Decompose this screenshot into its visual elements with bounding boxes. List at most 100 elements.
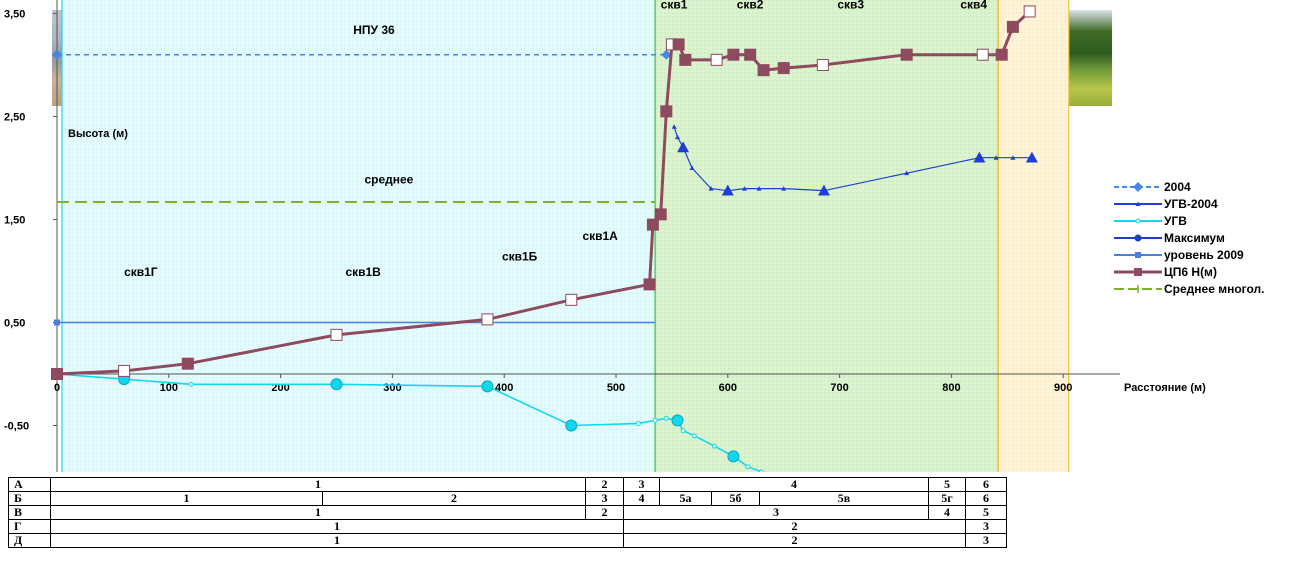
series-point <box>680 428 686 434</box>
x-tick-label: 900 <box>1054 382 1072 394</box>
row-header: В <box>8 505 51 520</box>
zone-table: А 1 2 3 4 5 6 Б 1 2 3 4 5а 5б 5в 5г 6 В 1 2 3 4 5 Г 1 2 3 Д 1 2 3 <box>8 477 1008 548</box>
zone-3 <box>997 0 1070 472</box>
series-point <box>745 464 751 470</box>
series-point <box>188 381 194 387</box>
annotation-label: НПУ 36 <box>353 23 395 37</box>
series-point <box>758 469 764 472</box>
series-point <box>565 419 578 432</box>
table-cell: 1 <box>50 477 586 492</box>
x-tick-label: 500 <box>607 382 625 394</box>
series-point <box>565 293 578 306</box>
series-point <box>721 184 734 196</box>
x-tick-label: 700 <box>830 382 848 394</box>
table-cell: 3 <box>622 505 930 520</box>
series-point <box>660 105 673 118</box>
series-point <box>976 48 989 61</box>
table-cell: 6 <box>965 491 1008 506</box>
legend-marker <box>1134 268 1142 276</box>
table-cell: 3 <box>585 491 624 506</box>
series-point <box>900 48 913 61</box>
y-tick-label: -0,50 <box>4 421 29 433</box>
series-point <box>330 328 343 341</box>
legend-label: 2004 <box>1164 180 1191 194</box>
profile-chart: 4,503,502,501,500,50-0,50-1,500100200300… <box>4 0 1265 472</box>
table-cell: 2 <box>322 491 586 506</box>
series-point <box>756 186 762 191</box>
annotation-label: скв1Г <box>124 265 158 279</box>
table-cell: 1 <box>50 533 624 548</box>
series-point <box>904 170 910 176</box>
series-point <box>652 417 658 423</box>
annotation-label: скв1Б <box>502 250 538 264</box>
series-point <box>708 186 714 191</box>
y-tick-label: 3,50 <box>4 9 25 21</box>
series-point <box>727 48 740 61</box>
series-point <box>118 364 131 377</box>
annotation-label: скв1 <box>661 0 688 11</box>
series-point <box>654 208 667 221</box>
table-cell: 1 <box>50 519 624 534</box>
annotation-label: скв1В <box>345 265 381 279</box>
y-tick-label: 0,50 <box>4 318 25 330</box>
table-cell: 1 <box>50 505 586 520</box>
series-point <box>1135 218 1141 224</box>
series-point <box>672 38 685 51</box>
series-point <box>635 420 641 426</box>
series-point <box>1023 5 1036 18</box>
annotation-label: скв3 <box>837 0 864 11</box>
table-cell: 5г <box>928 491 967 506</box>
chart-title: Высота (м) <box>68 128 128 140</box>
legend-label: Среднее многол. <box>1164 282 1265 296</box>
annotation-label: среднее <box>364 172 413 186</box>
legend-label: УГВ <box>1164 214 1187 228</box>
x-axis-label: Расстояние (м) <box>1124 382 1206 394</box>
series-point <box>1135 201 1141 206</box>
x-tick-label: 300 <box>383 382 401 394</box>
row-header: Д <box>8 533 51 548</box>
y-tick-label: 2,50 <box>4 112 25 124</box>
series-point <box>1135 252 1141 258</box>
table-cell: 6 <box>965 477 1008 492</box>
series-point <box>674 134 680 140</box>
series-point <box>646 218 659 231</box>
series-point <box>671 124 677 129</box>
series-point <box>781 186 787 191</box>
series-point <box>679 53 692 66</box>
series-point <box>481 380 494 393</box>
series-point <box>993 155 999 160</box>
table-cell: 2 <box>585 477 624 492</box>
series-point <box>689 165 695 170</box>
series-point <box>817 184 830 196</box>
annotation-label: скв1А <box>582 229 618 243</box>
series-point <box>816 59 829 71</box>
series-point <box>1025 151 1038 163</box>
table-cell: 4 <box>623 491 660 506</box>
series-point <box>677 141 690 153</box>
series-point <box>54 319 60 326</box>
table-cell: 5 <box>928 477 967 492</box>
table-cell: 1 <box>50 491 323 506</box>
row-header: А <box>8 477 51 492</box>
series-point <box>777 62 790 75</box>
series-point <box>330 378 343 391</box>
series-point <box>1134 234 1142 242</box>
series-point <box>727 450 740 463</box>
series-point <box>181 357 194 370</box>
row-header: Б <box>8 491 51 506</box>
table-cell: 5б <box>711 491 760 506</box>
series-point <box>1010 155 1016 160</box>
table-cell: 2 <box>585 505 624 520</box>
series-point <box>1133 182 1143 192</box>
legend-label: ЦП6 Н(м) <box>1164 265 1217 279</box>
legend-label: УГВ-2004 <box>1164 197 1218 211</box>
series-point <box>663 415 669 421</box>
table-cell: 2 <box>622 519 967 534</box>
zone-2 <box>654 0 999 472</box>
table-cell: 5 <box>965 505 1008 520</box>
legend-label: уровень 2009 <box>1164 248 1244 262</box>
